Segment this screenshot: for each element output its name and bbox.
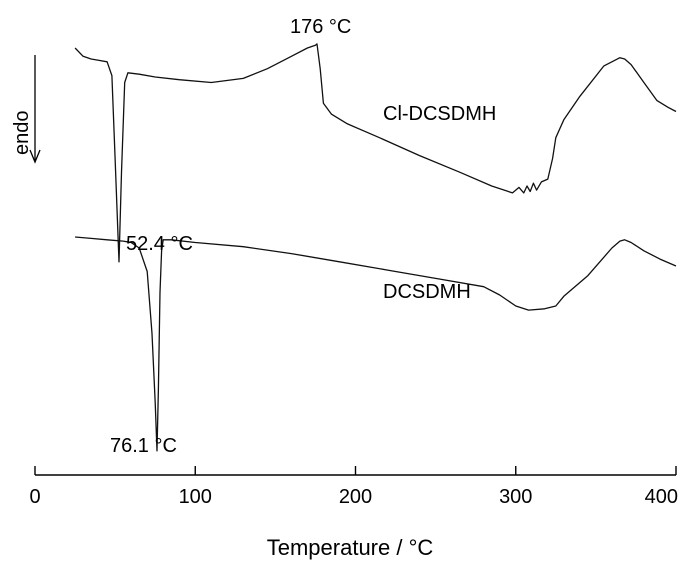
x-tick-label-0: 0 — [29, 486, 40, 508]
series-label-cl-dcsdmh: Cl-DCSDMH — [383, 103, 496, 125]
x-tick-label-200: 200 — [339, 486, 372, 508]
series-line-dcsdmh — [75, 236, 677, 452]
x-tick-label-100: 100 — [179, 486, 212, 508]
series-line-cl-dcsdmh — [74, 43, 677, 263]
annotation-176c: 176 °C — [290, 16, 351, 38]
series-label-dcsdmh: DCSDMH — [383, 281, 471, 303]
x-axis-ticks: 0 100 200 300 400 — [29, 466, 678, 508]
annotation-52-4c: 52.4 °C — [126, 233, 193, 255]
annotation-76-1c: 76.1 °C — [110, 435, 177, 457]
x-tick-label-300: 300 — [499, 486, 532, 508]
x-tick-label-400: 400 — [645, 486, 678, 508]
endo-label: endo — [11, 111, 33, 156]
x-axis-title: Temperature / °C — [267, 535, 434, 560]
endo-indicator: endo — [11, 55, 41, 164]
endo-arrowhead — [29, 149, 41, 164]
